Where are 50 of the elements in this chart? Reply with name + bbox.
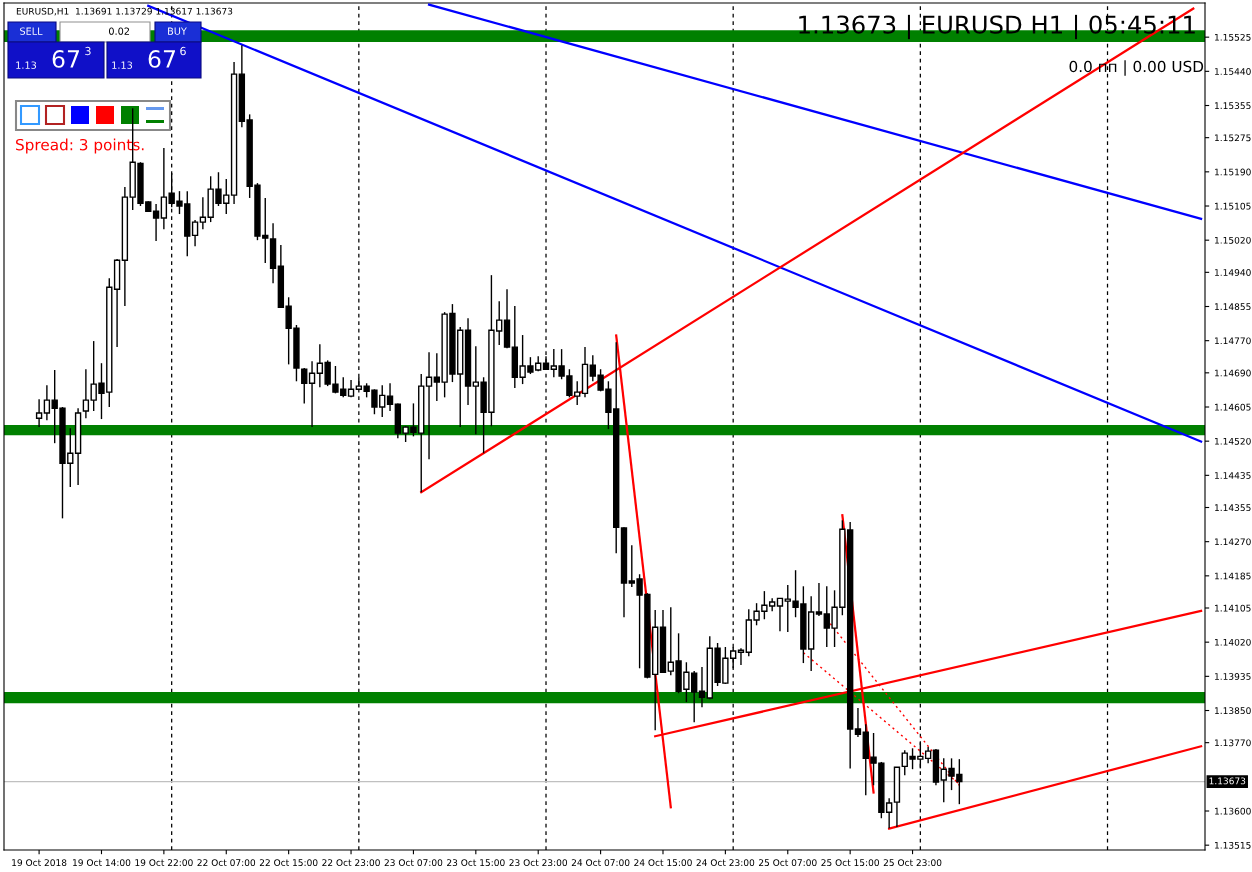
y-tick-label: 1.14270 (1215, 538, 1251, 546)
x-tick-label: 23 Oct 07:00 (384, 859, 443, 867)
x-tick-label: 22 Oct 07:00 (197, 859, 256, 867)
y-tick-label: 1.14185 (1215, 572, 1251, 580)
y-tick-label: 1.14770 (1215, 337, 1251, 345)
x-tick-label: 25 Oct 15:00 (821, 859, 879, 867)
y-tick-label: 1.15190 (1215, 168, 1251, 176)
x-tick-label: 19 Oct 2018 (12, 859, 67, 867)
annotation: 0.0 пп | 0.00 USD (1069, 60, 1204, 76)
annotation: 0.02 (108, 27, 130, 35)
y-tick-label: 1.15440 (1215, 68, 1251, 75)
y-tick-label: 1.13515 (1215, 841, 1251, 849)
x-tick-label: 24 Oct 07:00 (571, 859, 630, 867)
annotation: SELL (20, 27, 43, 35)
y-tick-label: 1.13600 (1215, 807, 1251, 815)
x-tick-label: 25 Oct 07:00 (759, 859, 817, 867)
x-tick-label: 19 Oct 22:00 (135, 859, 193, 867)
x-tick-label: 22 Oct 23:00 (322, 859, 380, 867)
x-tick-label: 22 Oct 15:00 (259, 859, 318, 867)
x-tick-label: 23 Oct 15:00 (447, 859, 505, 867)
x-tick-label: 25 Oct 23:00 (883, 859, 942, 867)
x-tick-label: 24 Oct 15:00 (634, 859, 692, 867)
annotation: 1.13 (16, 61, 37, 69)
annotation: 67 (148, 49, 175, 68)
y-tick-label: 1.15105 (1215, 202, 1251, 210)
y-tick-label: 1.14355 (1215, 504, 1251, 512)
y-tick-label: 1.14855 (1215, 303, 1251, 311)
x-tick-label: 24 Oct 23:00 (696, 859, 755, 867)
annotation: 1.13 (112, 61, 133, 69)
y-tick-label: 1.13770 (1215, 739, 1251, 747)
annotation: BUY (168, 27, 187, 35)
y-tick-label: 1.14940 (1215, 269, 1251, 276)
y-tick-label: 1.13935 (1215, 673, 1251, 680)
x-tick-label: 23 Oct 23:00 (509, 859, 568, 867)
annotation: 6 (180, 46, 186, 56)
y-tick-label: 1.14605 (1215, 403, 1251, 411)
y-tick-label: 1.14020 (1215, 638, 1251, 646)
y-tick-label: 1.15020 (1215, 236, 1251, 244)
annotation: 67 (52, 49, 79, 68)
y-tick-label: 1.14105 (1215, 604, 1251, 612)
annotation: 3 (85, 46, 91, 56)
x-tick-label: 19 Oct 14:00 (73, 859, 131, 867)
ref-line-label: 1.13673 (1209, 777, 1246, 785)
y-tick-label: 1.14435 (1215, 472, 1251, 479)
y-tick-label: 1.15355 (1215, 102, 1251, 110)
y-tick-label: 1.15525 (1215, 33, 1251, 41)
y-tick-label: 1.14690 (1215, 369, 1251, 377)
y-tick-label: 1.14520 (1215, 437, 1251, 445)
y-tick-label: 1.13850 (1215, 707, 1251, 715)
y-tick-label: 1.15275 (1215, 134, 1251, 142)
